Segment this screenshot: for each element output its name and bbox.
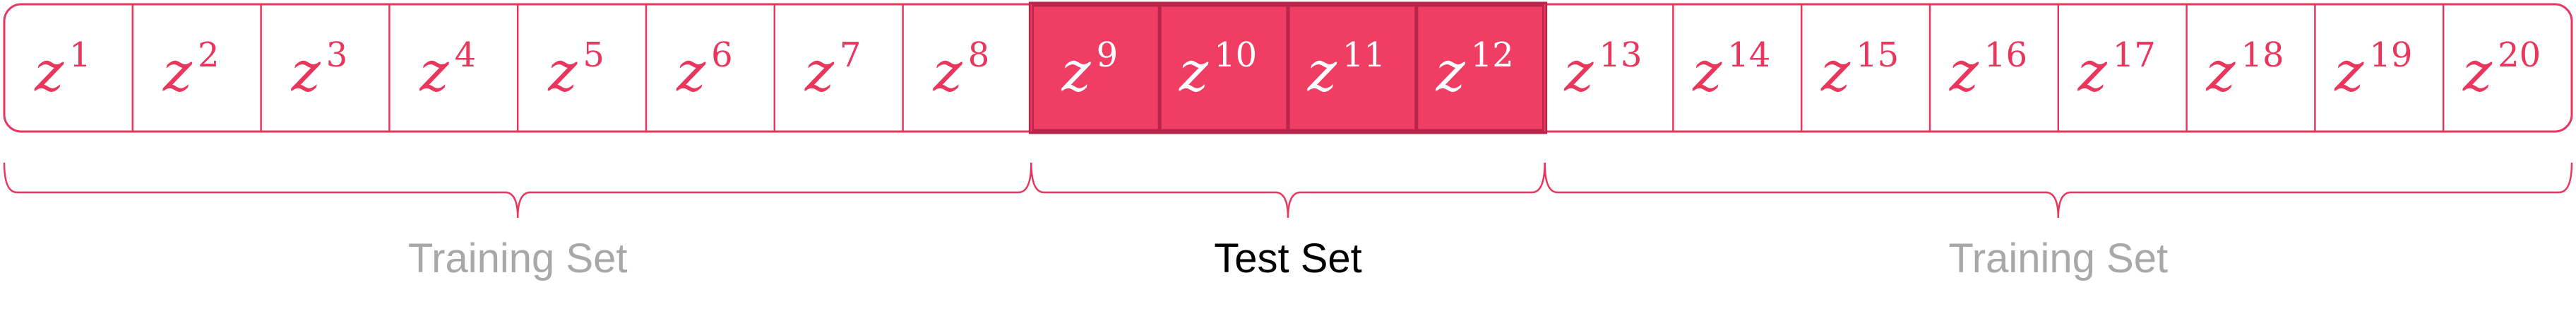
train-cell-label: z 15 — [1820, 35, 1899, 104]
split-braces: Training Set Test Set Training Set — [3, 162, 2573, 281]
test-cell-label: z 12 — [1436, 35, 1514, 104]
brace-train — [3, 162, 1032, 219]
brace-train — [1544, 162, 2573, 219]
test-cell-label: z 10 — [1179, 35, 1257, 104]
training-set-label: Training Set — [1949, 236, 2169, 281]
train-cell-label: z 18 — [2205, 35, 2284, 104]
train-cell-label: z 19 — [2334, 35, 2412, 104]
test-cell-label: z 11 — [1307, 35, 1385, 104]
training-set-label: Training Set — [408, 236, 628, 281]
train-cell-label: z 16 — [1949, 35, 2027, 104]
test-set-label: Test Set — [1214, 236, 1362, 281]
train-cell-label: z 14 — [1692, 35, 1770, 104]
train-cell-label: z 17 — [2077, 35, 2156, 104]
train-cell-label: z 13 — [1563, 35, 1642, 104]
sequence-cells: z 1 z 2 z 3 z 4 z 5 z 6 z 7 z 8 z 9 z 10 z 11 z 12 z 13 z 14 z 15 z 16 z… — [34, 1, 2541, 134]
brace-test — [1030, 162, 1546, 219]
train-cell-label: z 20 — [2462, 35, 2541, 104]
